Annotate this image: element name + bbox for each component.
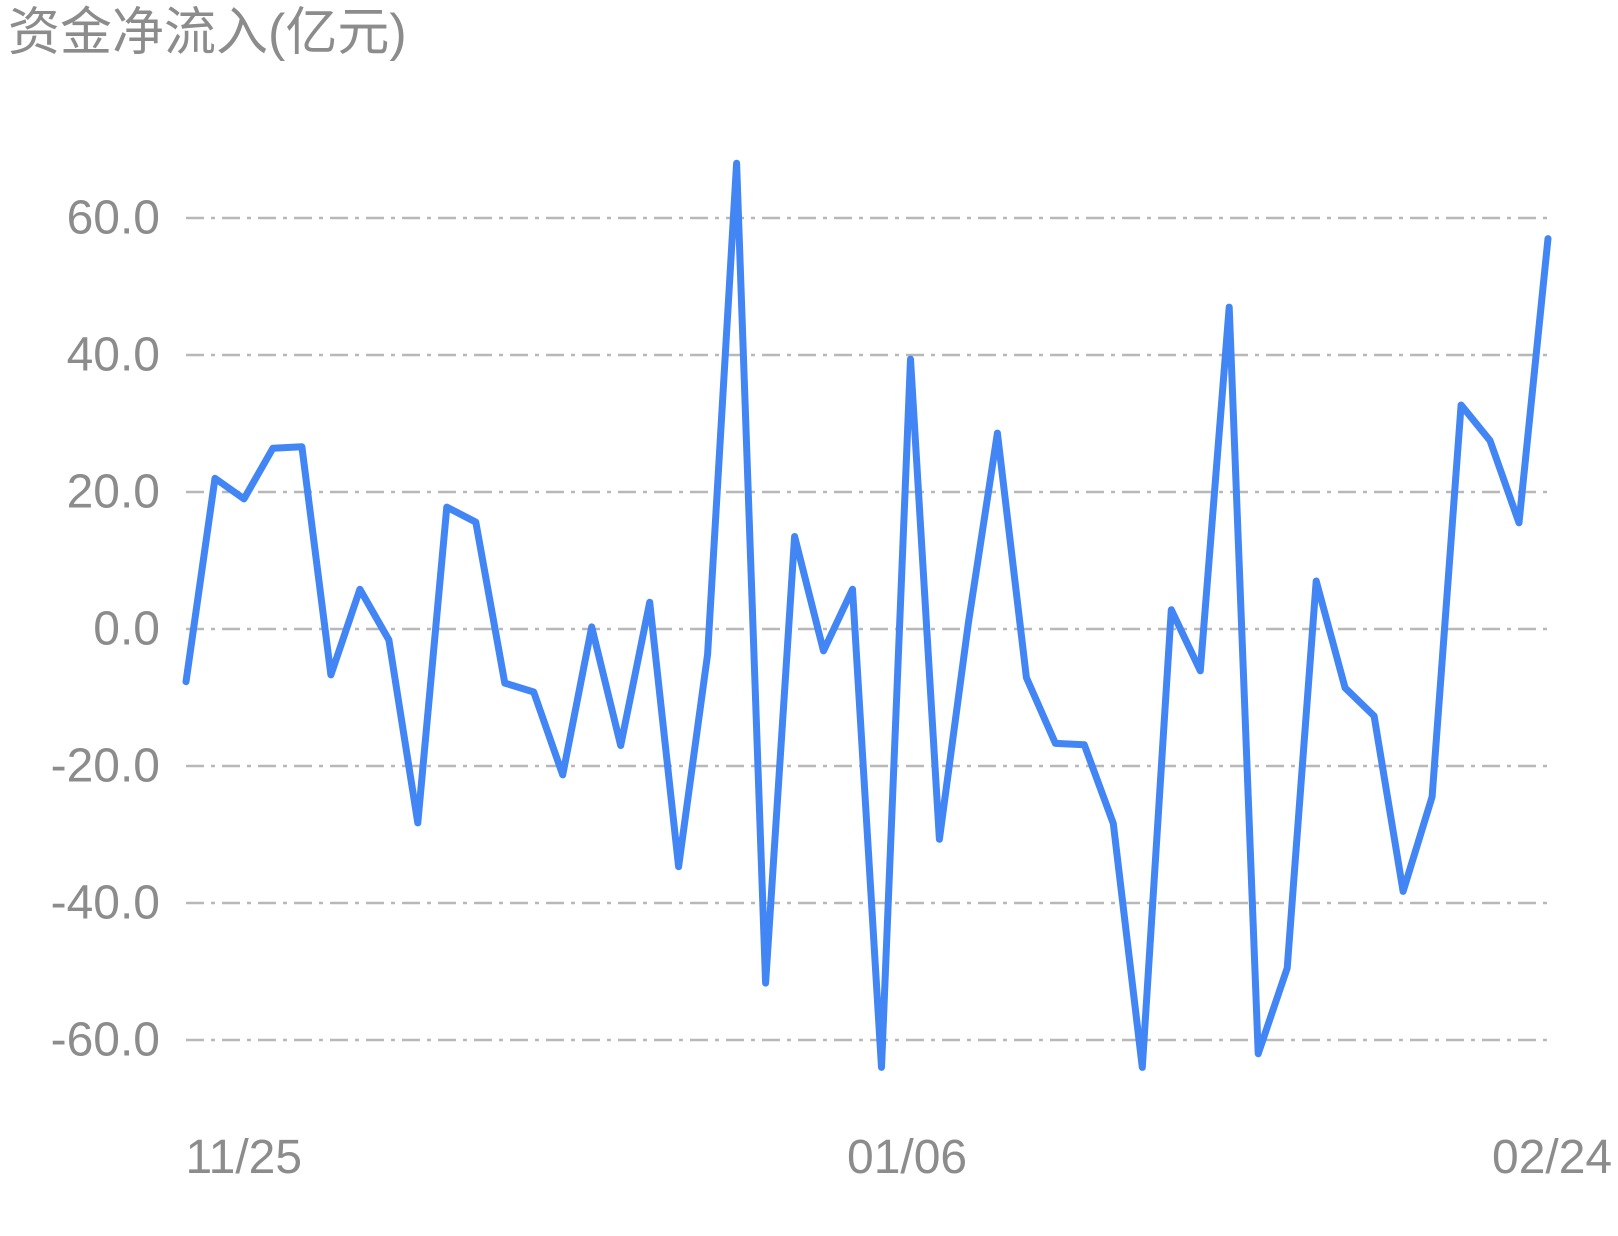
x-tick-label-01-06: 01/06 <box>847 1131 968 1184</box>
series-group <box>182 159 1552 1071</box>
chart-title: 资金净流入(亿元) <box>8 4 407 62</box>
y-axis-tick-labels: 60.0 40.0 20.0 0.0 -20.0 -40.0 -60.0 <box>0 0 160 1236</box>
y-tick-label--60.0: -60.0 <box>50 1013 160 1067</box>
gridlines-group <box>186 216 1553 1042</box>
y-tick-label-40.0: 40.0 <box>66 328 160 382</box>
y-tick-label--20.0: -20.0 <box>50 739 160 793</box>
y-tick-label-0.0: 0.0 <box>93 602 160 656</box>
series-line-net-inflow <box>182 159 1552 1071</box>
x-tick-label-11-25: 11/25 <box>185 1131 303 1184</box>
y-tick-label-60.0: 60.0 <box>66 191 160 245</box>
y-tick-label--40.0: -40.0 <box>50 876 160 930</box>
x-tick-label-02-24: 02/24 <box>1492 1131 1613 1184</box>
y-tick-label-20.0: 20.0 <box>66 465 160 519</box>
